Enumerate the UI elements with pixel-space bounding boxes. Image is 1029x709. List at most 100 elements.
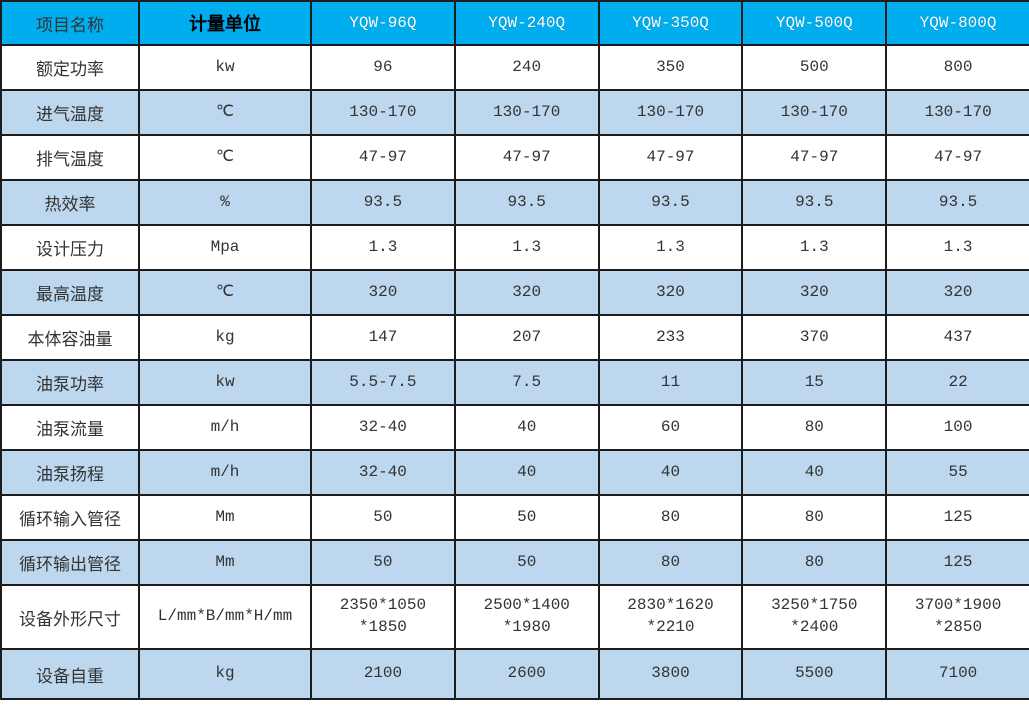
cell-value: 130-170: [310, 89, 456, 136]
table-row-5: 最高温度 ℃ 320 320 320 320 320: [0, 269, 1029, 316]
header-model-3: YQW-500Q: [741, 0, 888, 46]
cell-value: 22: [885, 359, 1029, 406]
cell-value: 125: [885, 539, 1029, 586]
table-row-10: 循环输入管径 Mm 50 50 80 80 125: [0, 494, 1029, 541]
cell-value: 7.5: [453, 359, 600, 406]
cell-value: 1.3: [885, 224, 1029, 271]
cell-value: 80: [597, 494, 744, 541]
row-unit: m/h: [138, 449, 312, 496]
cell-value: 2830*1620 *2210: [597, 584, 744, 650]
cell-value: 93.5: [741, 179, 888, 226]
header-model-4: YQW-800Q: [885, 0, 1029, 46]
cell-value: 40: [597, 449, 744, 496]
cell-value: 47-97: [310, 134, 456, 181]
row-unit: kw: [138, 44, 312, 91]
cell-value: 50: [310, 539, 456, 586]
cell-value: 147: [310, 314, 456, 361]
table-header: 项目名称 计量单位 YQW-96Q YQW-240Q YQW-350Q YQW-500Q Y…: [0, 0, 1029, 46]
header-row: 项目名称 计量单位 YQW-96Q YQW-240Q YQW-350Q YQW-500Q Y…: [0, 0, 1029, 46]
table-row-7: 油泵功率 kw 5.5-7.5 7.5 11 15 22: [0, 359, 1029, 406]
cell-value: 320: [597, 269, 744, 316]
cell-value: 93.5: [885, 179, 1029, 226]
row-label: 油泵功率: [0, 359, 140, 406]
header-model-1: YQW-240Q: [453, 0, 600, 46]
row-unit: kg: [138, 314, 312, 361]
row-label: 设备外形尺寸: [0, 584, 140, 650]
row-label: 油泵流量: [0, 404, 140, 451]
cell-value: 125: [885, 494, 1029, 541]
row-unit: Mpa: [138, 224, 312, 271]
cell-value: 100: [885, 404, 1029, 451]
cell-value: 50: [453, 494, 600, 541]
table-row-11: 循环输出管径 Mm 50 50 80 80 125: [0, 539, 1029, 586]
row-unit: ℃: [138, 269, 312, 316]
cell-value: 2600: [453, 648, 600, 700]
cell-value: 40: [453, 449, 600, 496]
cell-value: 3250*1750 *2400: [741, 584, 888, 650]
cell-value: 207: [453, 314, 600, 361]
cell-value: 1.3: [310, 224, 456, 271]
cell-value: 1.3: [453, 224, 600, 271]
row-unit: %: [138, 179, 312, 226]
cell-value: 320: [741, 269, 888, 316]
row-label: 进气温度: [0, 89, 140, 136]
row-unit: Mm: [138, 539, 312, 586]
row-label: 热效率: [0, 179, 140, 226]
cell-value: 3700*1900 *2850: [885, 584, 1029, 650]
row-unit: L/mm*B/mm*H/mm: [138, 584, 312, 650]
row-label: 设备自重: [0, 648, 140, 700]
table-row-2: 排气温度 ℃ 47-97 47-97 47-97 47-97 47-97: [0, 134, 1029, 181]
cell-value: 11: [597, 359, 744, 406]
table-row-1: 进气温度 ℃ 130-170 130-170 130-170 130-170 130-170: [0, 89, 1029, 136]
row-label: 油泵扬程: [0, 449, 140, 496]
cell-value: 5.5-7.5: [310, 359, 456, 406]
row-unit: m/h: [138, 404, 312, 451]
row-label: 循环输出管径: [0, 539, 140, 586]
cell-value: 320: [885, 269, 1029, 316]
table-row-12: 设备外形尺寸 L/mm*B/mm*H/mm 2350*1050 *1850 2500*…: [0, 584, 1029, 650]
header-unit: 计量单位: [138, 0, 312, 46]
row-unit: kg: [138, 648, 312, 700]
table-row-4: 设计压力 Mpa 1.3 1.3 1.3 1.3 1.3: [0, 224, 1029, 271]
row-label: 最高温度: [0, 269, 140, 316]
header-model-0: YQW-96Q: [310, 0, 456, 46]
cell-value: 47-97: [453, 134, 600, 181]
row-unit: Mm: [138, 494, 312, 541]
cell-value: 2500*1400 *1980: [453, 584, 600, 650]
cell-value: 320: [453, 269, 600, 316]
cell-value: 500: [741, 44, 888, 91]
cell-value: 350: [597, 44, 744, 91]
cell-value: 32-40: [310, 449, 456, 496]
cell-value: 32-40: [310, 404, 456, 451]
row-label: 本体容油量: [0, 314, 140, 361]
row-label: 设计压力: [0, 224, 140, 271]
table-row-6: 本体容油量 kg 147 207 233 370 437: [0, 314, 1029, 361]
cell-value: 130-170: [885, 89, 1029, 136]
cell-value: 437: [885, 314, 1029, 361]
cell-value: 80: [741, 404, 888, 451]
cell-value: 80: [597, 539, 744, 586]
cell-value: 130-170: [741, 89, 888, 136]
cell-value: 2100: [310, 648, 456, 700]
cell-value: 370: [741, 314, 888, 361]
row-label: 排气温度: [0, 134, 140, 181]
cell-value: 7100: [885, 648, 1029, 700]
table-row-3: 热效率% 93.5 93.5 93.5 93.5 93.5: [0, 179, 1029, 226]
cell-value: 320: [310, 269, 456, 316]
cell-value: 40: [453, 404, 600, 451]
cell-value: 800: [885, 44, 1029, 91]
cell-value: 240: [453, 44, 600, 91]
cell-value: 47-97: [885, 134, 1029, 181]
table-body: 额定功率 kw 96 240 350 500 800 进气温度 ℃ 130-170 130-170 1…: [0, 44, 1029, 700]
table-row-0: 额定功率 kw 96 240 350 500 800: [0, 44, 1029, 91]
cell-value: 60: [597, 404, 744, 451]
cell-value: 93.5: [597, 179, 744, 226]
cell-value: 47-97: [741, 134, 888, 181]
cell-value: 130-170: [453, 89, 600, 136]
cell-value: 50: [453, 539, 600, 586]
cell-value: 1.3: [597, 224, 744, 271]
cell-value: 50: [310, 494, 456, 541]
cell-value: 47-97: [597, 134, 744, 181]
row-unit: ℃: [138, 89, 312, 136]
